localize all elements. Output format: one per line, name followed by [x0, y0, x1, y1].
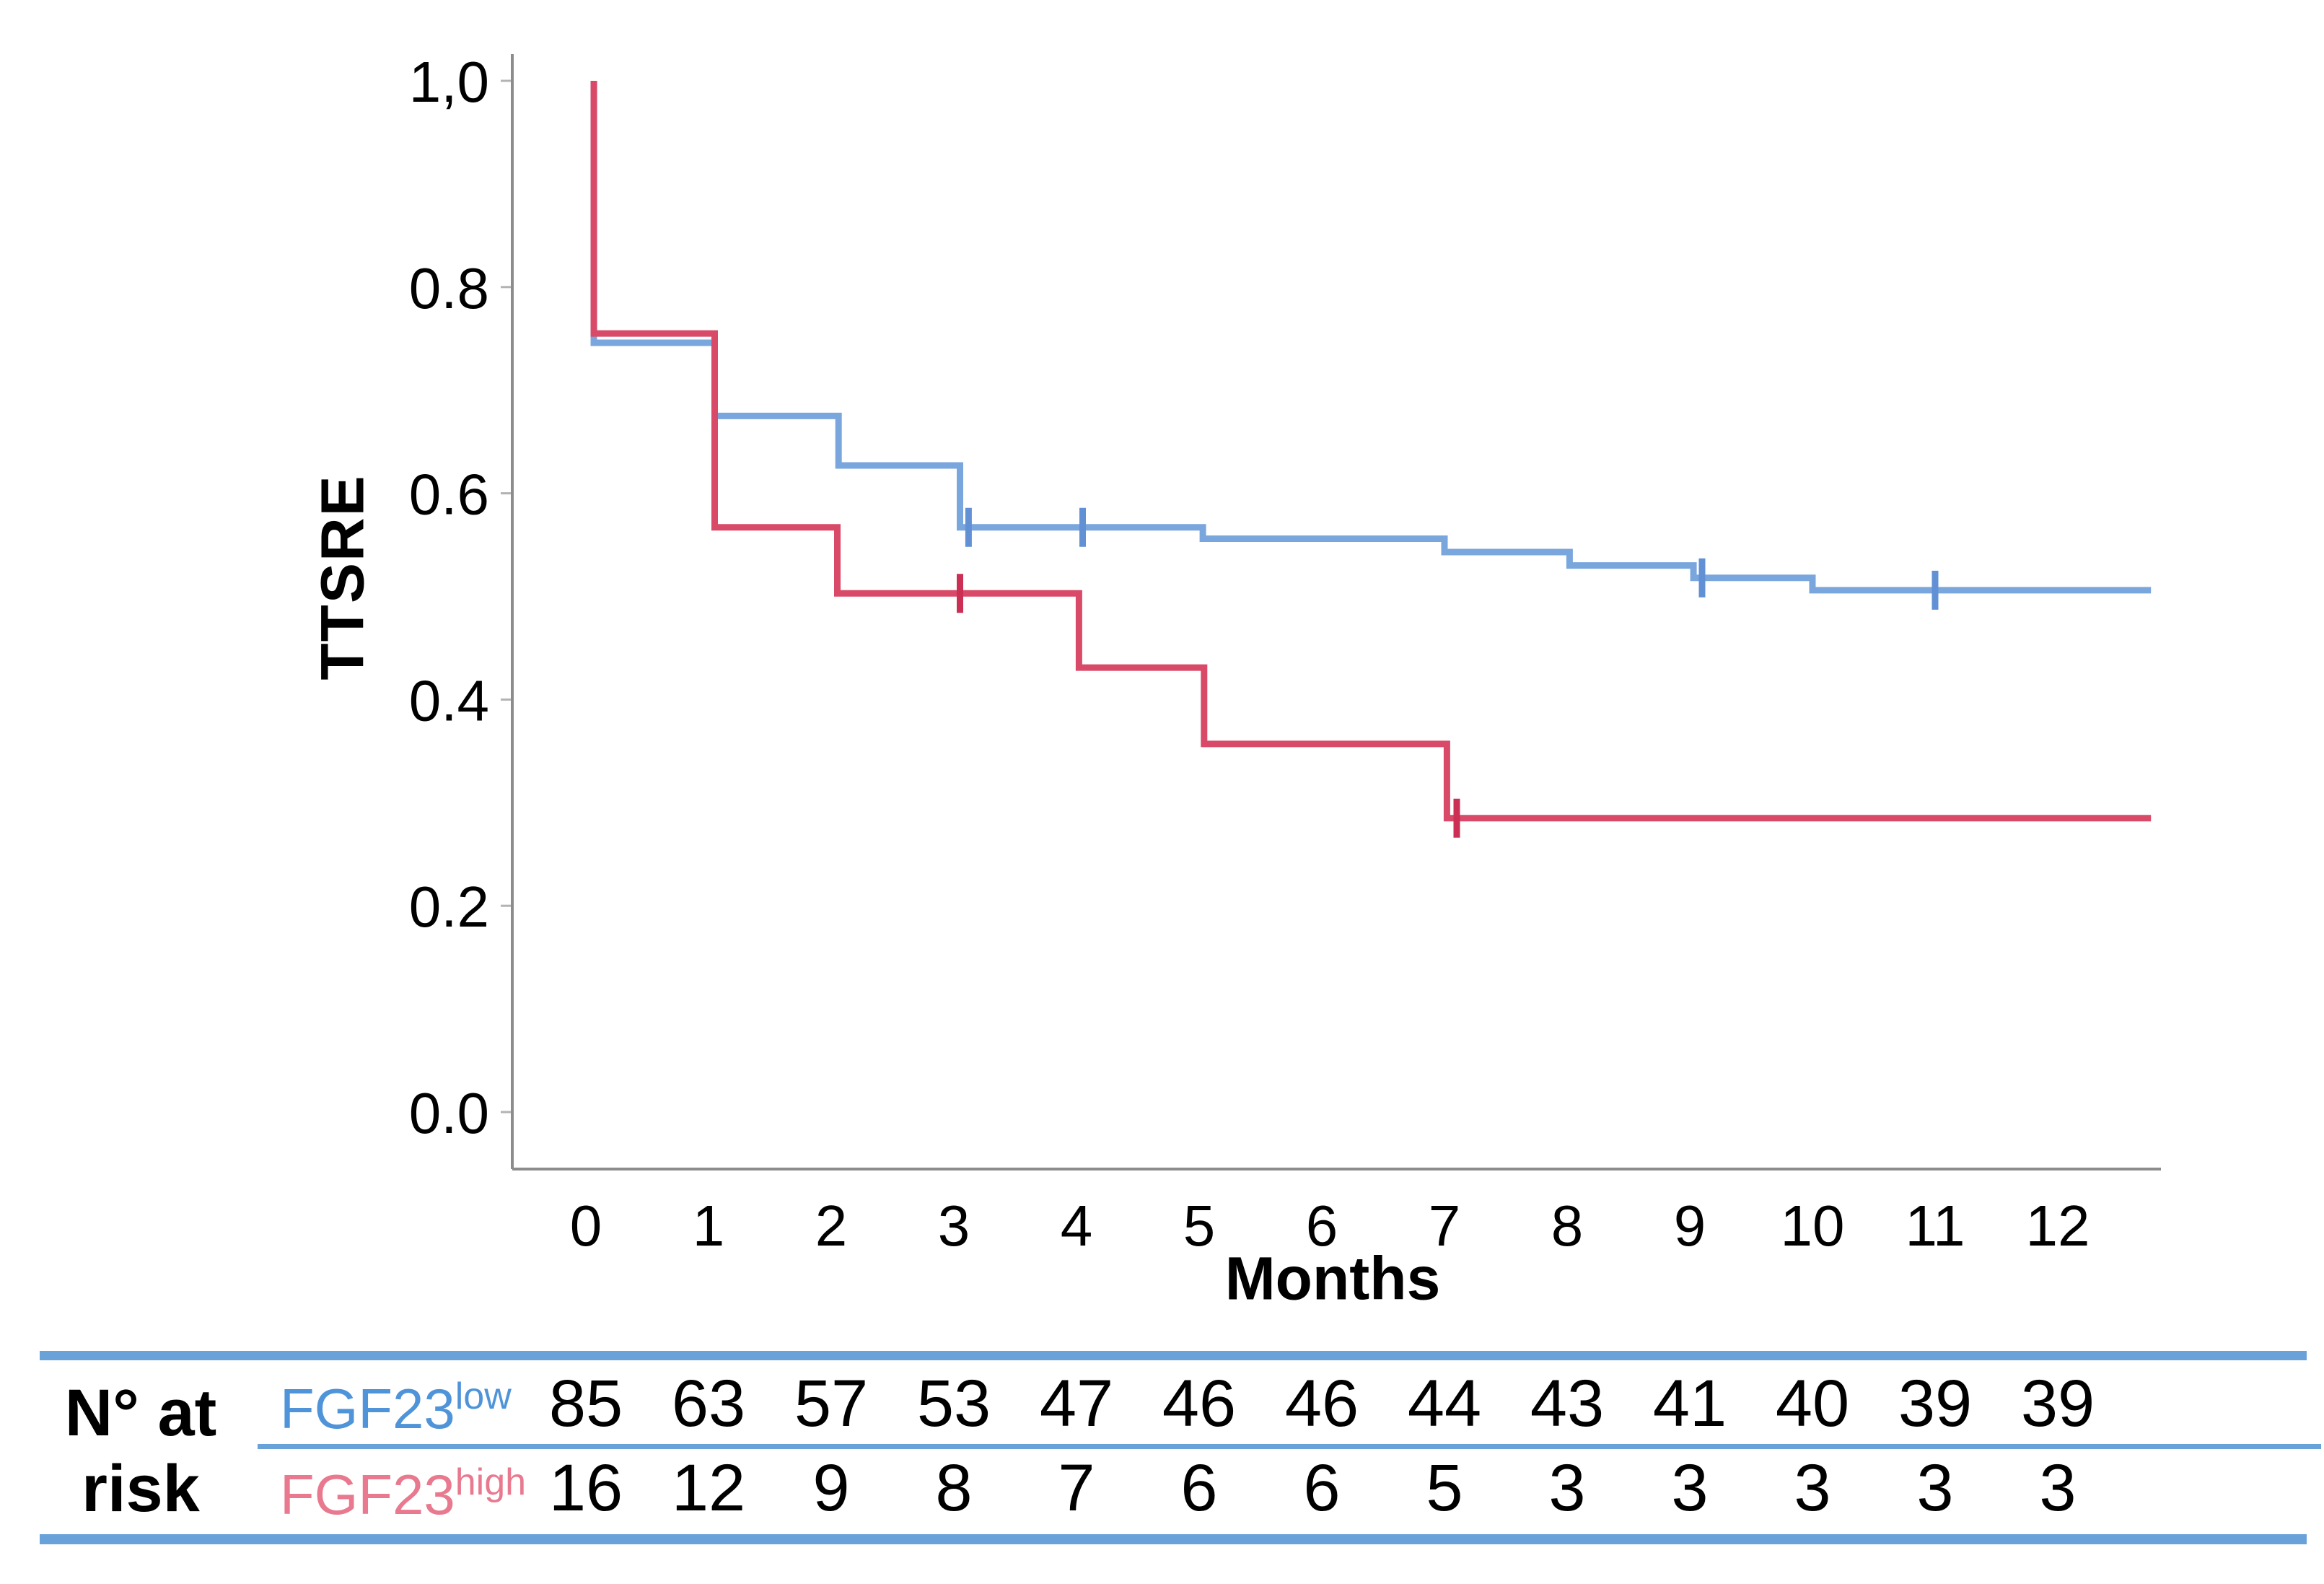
x-tick-label: 10 [1781, 1194, 1845, 1258]
group-label-fgf23-low-sup: low [455, 1375, 512, 1417]
x-tick-label: 1 [693, 1194, 725, 1258]
risk-count-cell: 7 [1058, 1451, 1095, 1525]
y-tick-label: 0.4 [409, 668, 489, 732]
x-tick-label: 6 [1306, 1194, 1338, 1258]
x-tick-label: 2 [815, 1194, 848, 1258]
y-tick-label: 0.2 [409, 875, 489, 939]
y-tick-label: 1,0 [409, 50, 489, 114]
risk-count-cell: 47 [1039, 1367, 1114, 1440]
risk-count-cell: 63 [671, 1367, 746, 1440]
risk-count-cell: 57 [794, 1367, 869, 1440]
risk-table-bottom-border [40, 1534, 2307, 1544]
y-axis-title: TTSRE [308, 474, 377, 681]
risk-count-cell: 3 [1548, 1451, 1586, 1525]
group-label-fgf23-high-sup: high [455, 1461, 527, 1503]
group-label-fgf23-low-base: FGF23 [280, 1377, 455, 1440]
x-tick-label: 5 [1183, 1194, 1216, 1258]
risk-count-cell: 46 [1162, 1367, 1237, 1440]
group-label-fgf23-high: FGF23high [280, 1462, 526, 1528]
risk-count-cell: 3 [1916, 1451, 1954, 1525]
risk-table-top-border [40, 1351, 2307, 1360]
survival-curve-fgf23low [590, 81, 2152, 594]
risk-count-cell: 16 [548, 1451, 623, 1525]
risk-count-cell: 3 [1794, 1451, 1831, 1525]
risk-table-header-line2: risk [82, 1452, 200, 1526]
risk-count-cell: 41 [1652, 1367, 1727, 1440]
risk-count-cell: 3 [2039, 1451, 2077, 1525]
x-tick-label: 4 [1061, 1194, 1093, 1258]
risk-count-cell: 39 [2020, 1367, 2095, 1440]
risk-count-cell: 39 [1898, 1367, 1973, 1440]
x-tick-label: 0 [570, 1194, 602, 1258]
risk-count-cell: 5 [1426, 1451, 1463, 1525]
x-axis-title: Months [1224, 1244, 1441, 1313]
risk-count-cell: 8 [935, 1451, 973, 1525]
risk-count-cell: 6 [1180, 1451, 1218, 1525]
risk-count-cell: 6 [1303, 1451, 1341, 1525]
risk-count-cell: 43 [1530, 1367, 1605, 1440]
y-tick-label: 0.0 [409, 1081, 489, 1145]
x-tick-label: 8 [1551, 1194, 1584, 1258]
risk-table-row-separator [258, 1444, 2321, 1449]
risk-table-header-line1: N° at [64, 1376, 217, 1450]
x-tick-label: 9 [1674, 1194, 1706, 1258]
group-label-fgf23-low: FGF23low [280, 1376, 512, 1442]
x-tick-label: 7 [1429, 1194, 1461, 1258]
x-tick-label: 3 [938, 1194, 970, 1258]
x-tick-label: 11 [1905, 1194, 1965, 1258]
y-tick-label: 0.6 [409, 463, 489, 527]
risk-count-cell: 3 [1671, 1451, 1709, 1525]
x-tick-label: 12 [2026, 1194, 2090, 1258]
risk-count-cell: 40 [1775, 1367, 1850, 1440]
group-label-fgf23-high-base: FGF23 [280, 1463, 455, 1526]
risk-count-cell: 46 [1284, 1367, 1359, 1440]
risk-count-cell: 12 [671, 1451, 746, 1525]
risk-count-cell: 9 [812, 1451, 850, 1525]
risk-count-cell: 53 [916, 1367, 991, 1440]
risk-count-cell: 44 [1407, 1367, 1482, 1440]
y-tick-label: 0.8 [409, 256, 489, 320]
survival-curve-fgf23high [590, 81, 2152, 822]
risk-count-cell: 85 [548, 1367, 623, 1440]
